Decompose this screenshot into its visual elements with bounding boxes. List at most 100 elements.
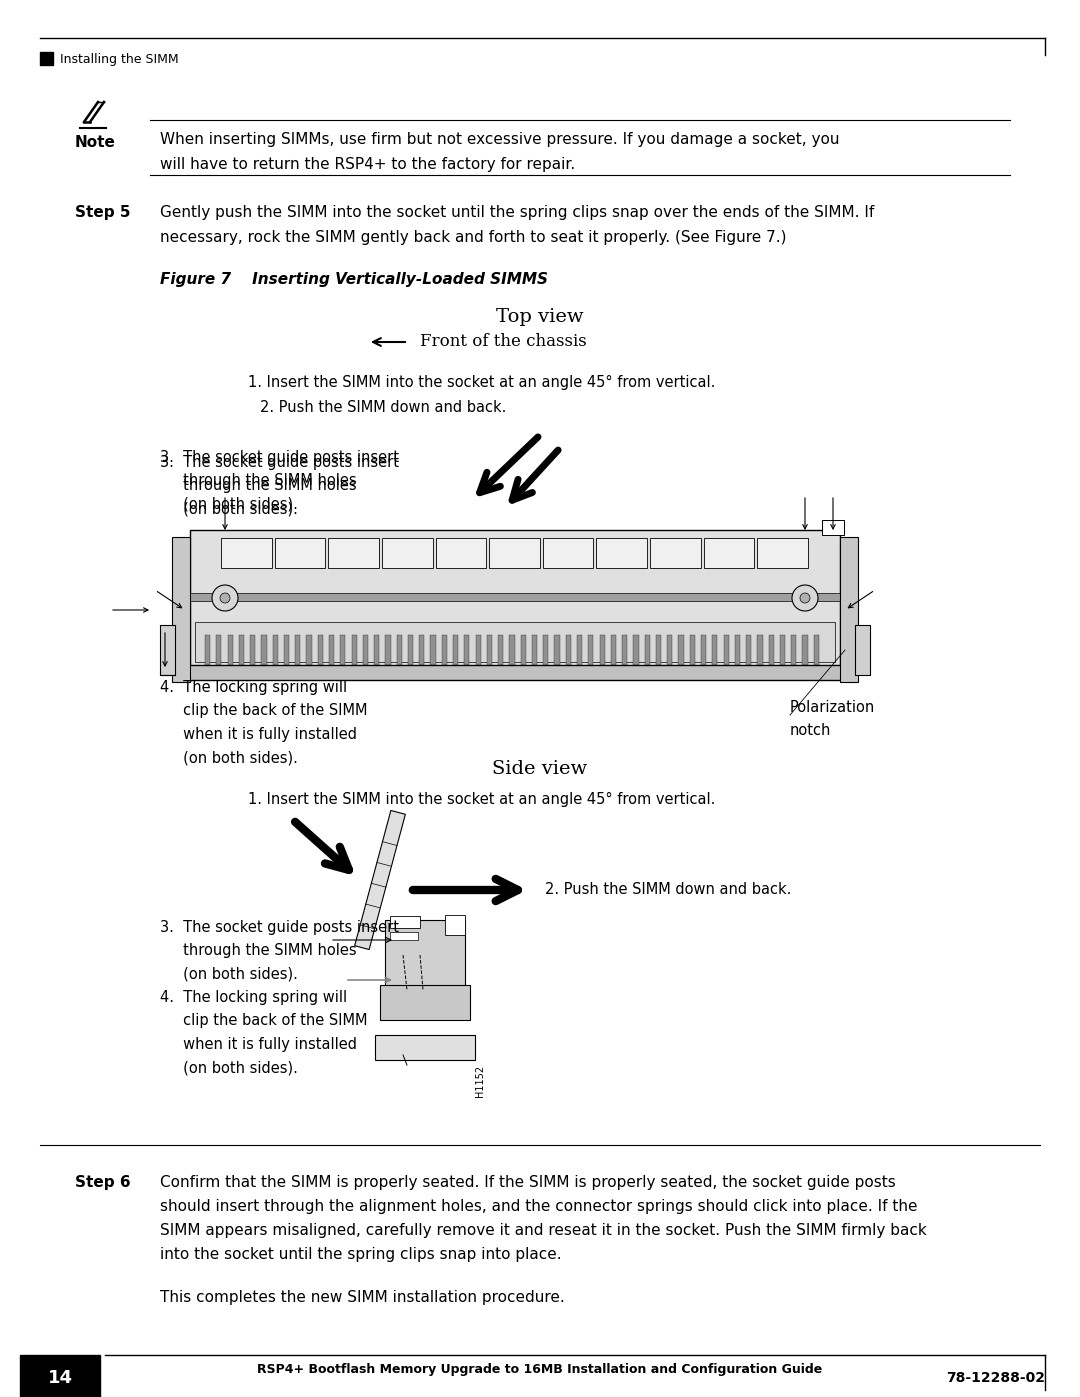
Bar — [780, 636, 785, 665]
Bar — [802, 636, 808, 665]
Bar — [678, 636, 684, 665]
Text: 1. Insert the SIMM into the socket at an angle 45° from vertical.: 1. Insert the SIMM into the socket at an… — [248, 374, 715, 390]
Bar — [251, 636, 255, 665]
Bar — [374, 636, 379, 665]
Bar — [190, 592, 840, 601]
Bar — [746, 636, 752, 665]
Text: 2. Push the SIMM down and back.: 2. Push the SIMM down and back. — [545, 882, 792, 897]
Bar — [690, 636, 694, 665]
Text: 1. Insert the SIMM into the socket at an angle 45° from vertical.: 1. Insert the SIMM into the socket at an… — [248, 792, 715, 807]
Bar — [185, 665, 845, 680]
Bar — [650, 538, 701, 569]
Bar — [840, 536, 858, 682]
Bar — [464, 636, 470, 665]
Bar — [239, 636, 244, 665]
Bar — [855, 624, 870, 675]
Bar — [318, 636, 323, 665]
Text: Gently push the SIMM into the socket until the spring clips snap over the ends o: Gently push the SIMM into the socket unt… — [160, 205, 874, 244]
Bar — [510, 636, 514, 665]
Bar — [566, 636, 571, 665]
Bar — [160, 624, 175, 675]
Text: Installing the SIMM: Installing the SIMM — [60, 53, 178, 67]
Bar — [792, 636, 796, 665]
Bar — [599, 636, 605, 665]
Bar — [633, 636, 638, 665]
Bar — [487, 636, 492, 665]
Bar — [596, 538, 647, 569]
Bar — [284, 636, 289, 665]
Circle shape — [800, 592, 810, 604]
Circle shape — [212, 585, 238, 610]
Text: 4.  The locking spring will
     clip the back of the SIMM
     when it is fully: 4. The locking spring will clip the back… — [160, 680, 367, 766]
Bar — [713, 636, 717, 665]
Bar — [645, 636, 650, 665]
Bar — [431, 636, 435, 665]
Bar — [769, 636, 773, 665]
Bar — [340, 636, 346, 665]
Bar — [205, 636, 211, 665]
Bar — [328, 538, 379, 569]
Bar — [195, 622, 835, 662]
Bar — [543, 636, 549, 665]
Text: Polarization
notch: Polarization notch — [789, 700, 875, 739]
Bar — [390, 916, 420, 928]
Bar — [190, 529, 840, 671]
Bar — [380, 985, 470, 1020]
Bar — [442, 636, 447, 665]
Bar — [228, 636, 232, 665]
Bar — [40, 52, 53, 66]
Text: Step 5: Step 5 — [75, 205, 131, 219]
Text: Note: Note — [75, 136, 116, 149]
Bar — [261, 636, 267, 665]
Bar — [419, 636, 424, 665]
Bar — [375, 1035, 475, 1060]
Text: Side view: Side view — [492, 760, 588, 778]
Text: 14: 14 — [48, 1369, 72, 1387]
Text: 3.  The socket guide posts insert
     through the SIMM holes
     (on both side: 3. The socket guide posts insert through… — [160, 455, 399, 517]
Polygon shape — [354, 810, 405, 950]
Bar — [622, 636, 627, 665]
Bar — [445, 915, 465, 935]
Text: Step 6: Step 6 — [75, 1175, 131, 1190]
Bar — [386, 636, 391, 665]
Bar — [172, 536, 190, 682]
Bar — [21, 1355, 100, 1397]
Bar — [272, 636, 278, 665]
Bar — [329, 636, 334, 665]
Bar — [453, 636, 458, 665]
Text: 3.  The socket guide posts insert
     through the SIMM holes
     (on both side: 3. The socket guide posts insert through… — [160, 921, 399, 982]
Circle shape — [792, 585, 818, 610]
Text: Confirm that the SIMM is properly seated. If the SIMM is properly seated, the so: Confirm that the SIMM is properly seated… — [160, 1175, 927, 1261]
Bar — [384, 921, 465, 1000]
Bar — [589, 636, 593, 665]
Text: 78-12288-02: 78-12288-02 — [946, 1370, 1045, 1384]
Bar — [822, 520, 843, 535]
Bar — [216, 636, 221, 665]
Text: When inserting SIMMs, use firm but not excessive pressure. If you damage a socke: When inserting SIMMs, use firm but not e… — [160, 131, 839, 172]
Bar — [363, 636, 368, 665]
Bar — [611, 636, 616, 665]
Bar — [667, 636, 673, 665]
Bar — [475, 636, 481, 665]
Text: 2. Push the SIMM down and back.: 2. Push the SIMM down and back. — [260, 400, 507, 415]
Bar — [521, 636, 526, 665]
Text: Figure 7    Inserting Vertically-Loaded SIMMS: Figure 7 Inserting Vertically-Loaded SIM… — [160, 272, 548, 286]
Bar — [274, 538, 325, 569]
Text: 4.  The locking spring will
     clip the back of the SIMM
     when it is fully: 4. The locking spring will clip the back… — [160, 990, 367, 1076]
Bar — [724, 636, 729, 665]
Bar — [390, 932, 418, 940]
Bar — [295, 636, 300, 665]
Bar — [704, 538, 754, 569]
Bar — [554, 636, 559, 665]
Bar — [408, 636, 413, 665]
Bar — [382, 538, 433, 569]
Bar — [532, 636, 537, 665]
Bar — [307, 636, 312, 665]
Bar — [221, 538, 272, 569]
Text: Front of the chassis: Front of the chassis — [420, 334, 586, 351]
Bar — [498, 636, 503, 665]
Bar — [489, 538, 540, 569]
Bar — [656, 636, 661, 665]
Bar — [352, 636, 356, 665]
Bar — [396, 636, 402, 665]
